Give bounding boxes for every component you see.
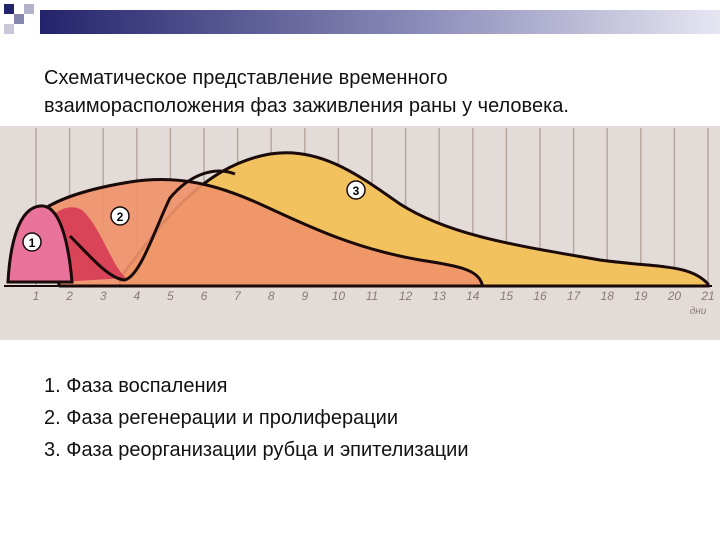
title-line-2: взаиморасположения фаз заживления раны у… [44,95,569,117]
day-label: 12 [399,289,413,303]
phase-2-dip-curve [68,169,236,282]
day-label: 7 [234,289,242,303]
deco-square [24,4,34,14]
legend-item-phase-3: 3. Фаза реорганизации рубца и эпителизац… [44,439,469,461]
deco-bar [40,10,720,34]
day-label: 8 [268,289,275,303]
phase-2-area [24,178,484,288]
day-label: 19 [634,289,648,303]
axis-unit-label: дни [690,306,707,317]
deco-square [4,24,14,34]
deco-square [4,4,14,14]
legend-item-phase-2: 2. Фаза регенерации и пролиферации [44,407,399,429]
svg-text:1: 1 [29,236,36,250]
title-line-1: Схематическое представление временного [44,67,448,89]
day-label: 4 [133,289,140,303]
day-label: 21 [700,289,714,303]
day-label: 3 [100,289,107,303]
day-label: 18 [601,289,615,303]
day-label: 10 [332,289,346,303]
wound-healing-phase-diagram: 1 2 3 1 2 3 4 5 6 7 8 9 10 11 12 13 14 15 16 17 18 19 20 21 … [0,126,720,340]
deco-square [14,14,24,24]
day-label: 14 [466,289,480,303]
day-label: 13 [433,289,447,303]
phase-2-marker: 2 [110,206,130,226]
day-label: 17 [567,289,582,303]
day-label: 9 [301,289,308,303]
day-axis-labels: 1 2 3 4 5 6 7 8 9 10 11 12 13 14 15 16 17 18 19 20 21 [33,289,715,303]
day-label: 1 [33,289,40,303]
day-label: 2 [65,289,73,303]
day-label: 16 [533,289,547,303]
day-label: 11 [366,289,378,303]
day-label: 15 [500,289,514,303]
phase-1-marker: 1 [22,232,42,252]
day-label: 5 [167,289,174,303]
day-label: 6 [201,289,208,303]
day-label: 20 [667,289,682,303]
phase-legend: 1. Фаза воспаления 2. Фаза регенерации и… [44,370,469,466]
slide-title: Схематическое представление временного в… [44,64,694,120]
svg-text:2: 2 [117,210,124,224]
svg-text:3: 3 [353,184,360,198]
legend-item-phase-1: 1. Фаза воспаления [44,375,228,397]
phase-3-marker: 3 [346,180,366,200]
slide-decoration [4,4,720,34]
